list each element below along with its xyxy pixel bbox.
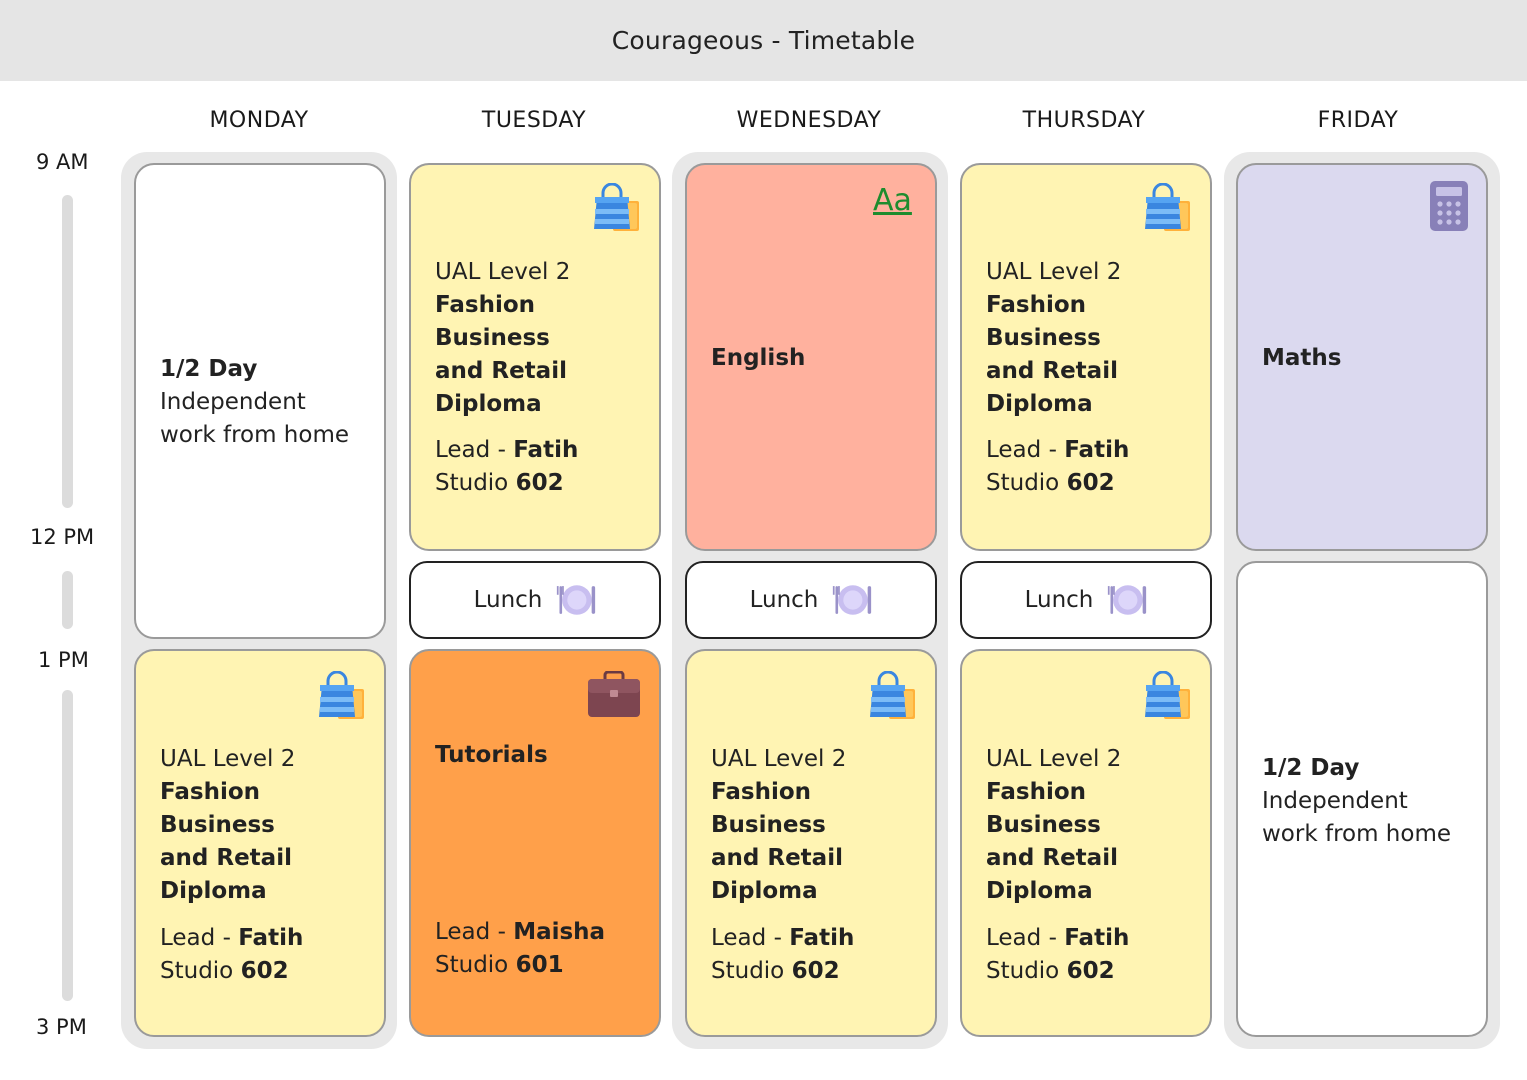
maths-title: Maths [1262,345,1342,371]
time-label-12pm: 12 PM [30,525,95,549]
studio-number: 602 [515,470,564,496]
lunch-label: Lunch [749,587,819,613]
tuesday-afternoon-tutorials-card[interactable]: Tutorials Lead - Maisha Studio 601 [409,649,661,1037]
lead-prefix: Lead - [986,437,1065,463]
studio-prefix: Studio [986,470,1067,496]
time-label-9am: 9 AM [36,150,89,174]
course-level: UAL Level 2 [986,746,1122,772]
briefcase-icon [588,671,640,717]
plate-cutlery-icon [1108,585,1147,615]
lead-name: Fatih [238,925,304,951]
studio-prefix: Studio [160,958,241,984]
text-aa-icon: Aa [873,183,912,218]
half-day-line2: work from home [1262,821,1452,847]
course-name-line3: Diploma [986,391,1093,417]
course-level: UAL Level 2 [435,259,571,285]
calculator-icon [1430,181,1468,231]
page-title: Courageous - Timetable [0,0,1527,81]
course-level: UAL Level 2 [986,259,1122,285]
time-bar-lunch [62,571,73,629]
studio-number: 602 [240,958,289,984]
course-name-line2: and Retail [711,845,843,871]
studio-number: 602 [791,958,840,984]
tutorials-title: Tutorials [435,742,548,768]
half-day-line2: work from home [160,422,350,448]
tuesday-morning-fashion-card[interactable]: UAL Level 2 Fashion Business and Retail … [409,163,661,551]
lead-name: Fatih [1064,437,1130,463]
time-bar-morning [62,195,73,508]
half-day-title: 1/2 Day [1262,755,1360,781]
time-bar-afternoon [62,690,73,1001]
day-header-friday: FRIDAY [1317,108,1399,133]
wednesday-afternoon-fashion-card[interactable]: UAL Level 2 Fashion Business and Retail … [685,649,937,1037]
wednesday-lunch-card[interactable]: Lunch [685,561,937,639]
lead-prefix: Lead - [986,925,1065,951]
studio-prefix: Studio [435,952,516,978]
thursday-morning-fashion-card[interactable]: UAL Level 2 Fashion Business and Retail … [960,163,1212,551]
lead-name: Fatih [1064,925,1130,951]
day-header-thursday: THURSDAY [1022,108,1146,133]
lead-name: Fatih [513,437,579,463]
day-header-wednesday: WEDNESDAY [736,108,882,133]
course-name-line2: and Retail [986,845,1118,871]
studio-number: 601 [515,952,564,978]
friday-morning-maths-card[interactable]: Maths [1236,163,1488,551]
lead-prefix: Lead - [160,925,239,951]
studio-prefix: Studio [711,958,792,984]
thursday-lunch-card[interactable]: Lunch [960,561,1212,639]
lead-prefix: Lead - [435,919,514,945]
course-level: UAL Level 2 [160,746,296,772]
course-level: UAL Level 2 [711,746,847,772]
tuesday-lunch-card[interactable]: Lunch [409,561,661,639]
friday-afternoon-half-day-card[interactable]: 1/2 Day Independent work from home [1236,561,1488,1037]
course-name-line1: Fashion Business [711,779,826,838]
shopping-bag-icon [592,183,641,233]
course-name-line1: Fashion Business [986,292,1101,351]
studio-number: 602 [1066,958,1115,984]
half-day-line1: Independent [1262,788,1408,814]
course-name-line2: and Retail [160,845,292,871]
course-name-line2: and Retail [986,358,1118,384]
monday-morning-half-day-card[interactable]: 1/2 Day Independent work from home [134,163,386,639]
course-name-line3: Diploma [986,878,1093,904]
course-name-line1: Fashion Business [435,292,550,351]
lead-name: Maisha [513,919,606,945]
shopping-bag-icon [317,671,366,721]
day-header-monday: MONDAY [209,108,309,133]
course-name-line3: Diploma [435,391,542,417]
plate-cutlery-icon [833,585,872,615]
wednesday-morning-english-card[interactable]: Aa English [685,163,937,551]
course-name-line2: and Retail [435,358,567,384]
thursday-afternoon-fashion-card[interactable]: UAL Level 2 Fashion Business and Retail … [960,649,1212,1037]
time-label-3pm: 3 PM [36,1015,87,1039]
shopping-bag-icon [868,671,917,721]
studio-number: 602 [1066,470,1115,496]
course-name-line3: Diploma [160,878,267,904]
lunch-label: Lunch [1024,587,1094,613]
lunch-label: Lunch [473,587,543,613]
studio-prefix: Studio [435,470,516,496]
day-header-tuesday: TUESDAY [481,108,587,133]
shopping-bag-icon [1143,183,1192,233]
time-label-1pm: 1 PM [38,648,89,672]
course-name-line3: Diploma [711,878,818,904]
half-day-line1: Independent [160,389,306,415]
lead-prefix: Lead - [435,437,514,463]
studio-prefix: Studio [986,958,1067,984]
shopping-bag-icon [1143,671,1192,721]
plate-cutlery-icon [557,585,596,615]
english-title: English [711,345,806,371]
lead-name: Fatih [789,925,855,951]
course-name-line1: Fashion Business [986,779,1101,838]
course-name-line1: Fashion Business [160,779,275,838]
lead-prefix: Lead - [711,925,790,951]
monday-afternoon-fashion-card[interactable]: UAL Level 2 Fashion Business and Retail … [134,649,386,1037]
half-day-title: 1/2 Day [160,356,258,382]
